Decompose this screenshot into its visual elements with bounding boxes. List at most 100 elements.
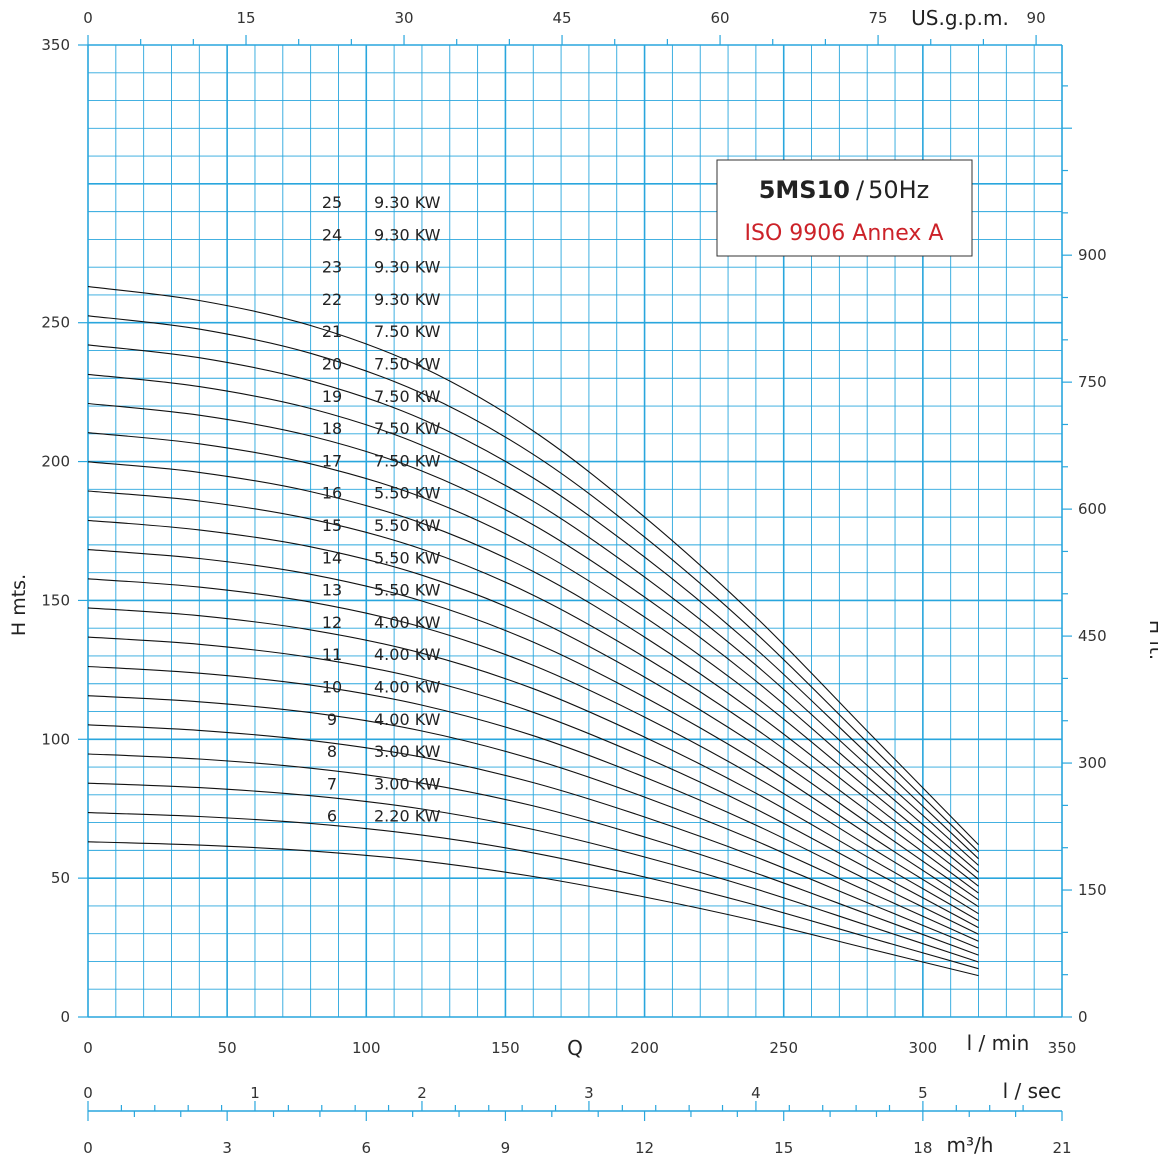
- curve-14-stages: [87, 607, 979, 922]
- gpm-tick-label: 90: [1027, 9, 1046, 27]
- head-m-tick-label: 0: [60, 1008, 70, 1026]
- curve-power-label: 7.50 KW: [374, 387, 441, 406]
- curve-power-label: 5.50 KW: [374, 484, 441, 503]
- m3h-tick-label: 21: [1052, 1139, 1071, 1157]
- curve-stage-label: 23: [322, 258, 342, 277]
- curve-stage-label: 22: [322, 290, 342, 309]
- curve-stage-label: 20: [322, 355, 342, 374]
- curve-power-label: 5.50 KW: [374, 516, 441, 535]
- curve-stage-label: 24: [322, 225, 342, 244]
- m3h-tick-label: 18: [913, 1139, 932, 1157]
- head-ft-tick-label: 750: [1078, 373, 1107, 391]
- curve-power-label: 9.30 KW: [374, 225, 441, 244]
- m3h-tick-label: 3: [222, 1139, 232, 1157]
- curve-stage-label: 15: [322, 516, 342, 535]
- curve-stage-label: 10: [322, 678, 342, 697]
- curve-16-stages: [87, 549, 979, 908]
- head-ft-tick-label: 450: [1078, 627, 1107, 645]
- gpm-unit-label: US.g.p.m.: [911, 6, 1009, 30]
- head-ft-tick-label: 300: [1078, 754, 1107, 772]
- lps-unit-label: l / sec: [1003, 1079, 1062, 1103]
- curve-6-stages: [87, 841, 979, 977]
- curve-12-stages: [87, 665, 979, 935]
- curve-19-stages: [87, 461, 979, 887]
- gpm-tick-label: 0: [83, 9, 93, 27]
- head-ft-tick-label: 0: [1078, 1008, 1088, 1026]
- curve-stage-label: 13: [322, 581, 342, 600]
- model-legend-box: [716, 159, 973, 257]
- gpm-tick-label: 45: [552, 9, 571, 27]
- head-m-tick-label: 350: [41, 36, 70, 54]
- curve-13-stages: [87, 636, 979, 929]
- model-separator: /: [856, 176, 865, 204]
- curve-stage-label: 12: [322, 613, 342, 632]
- head-ft-tick-label: 900: [1078, 246, 1107, 264]
- gpm-tick-label: 30: [394, 9, 413, 27]
- gpm-tick-label: 60: [711, 9, 730, 27]
- m3h-tick-label: 12: [635, 1139, 654, 1157]
- flow-axis-title: Q: [567, 1036, 583, 1060]
- curve-power-label: 4.00 KW: [374, 645, 441, 664]
- m3h-unit-label: m³/h: [947, 1133, 994, 1157]
- pump-curves: [87, 286, 979, 977]
- lps-tick-label: 4: [751, 1084, 761, 1102]
- curve-stage-label: 8: [327, 742, 337, 761]
- curve-labels: 25 9.30 KW 24 9.30 KW 23 9.30 KW 22 9.30 KW 21 7.…: [322, 193, 441, 826]
- head-m-tick-label: 50: [51, 869, 70, 887]
- curve-stage-label: 17: [322, 451, 342, 470]
- lpm-tick-label: 350: [1048, 1039, 1077, 1057]
- curve-power-label: 4.00 KW: [374, 710, 441, 729]
- curve-stage-label: 16: [322, 484, 342, 503]
- curve-8-stages: [87, 782, 979, 963]
- curve-stage-label: 14: [322, 548, 342, 567]
- curve-power-label: 9.30 KW: [374, 258, 441, 277]
- curve-9-stages: [87, 753, 979, 956]
- curve-power-label: 7.50 KW: [374, 419, 441, 438]
- head-m-tick-label: 150: [41, 591, 70, 609]
- curve-18-stages: [87, 490, 979, 894]
- curve-22-stages: [87, 373, 979, 866]
- curve-power-label: 5.50 KW: [374, 581, 441, 600]
- curve-stage-label: 18: [322, 419, 342, 438]
- lps-tick-label: 3: [584, 1084, 594, 1102]
- lpm-tick-label: 0: [83, 1039, 93, 1057]
- model-frequency: 50Hz: [868, 176, 929, 204]
- lps-tick-label: 1: [250, 1084, 260, 1102]
- curve-power-label: 4.00 KW: [374, 613, 441, 632]
- curve-21-stages: [87, 402, 979, 873]
- lpm-tick-label: 100: [352, 1039, 381, 1057]
- curve-power-label: 4.00 KW: [374, 678, 441, 697]
- curve-power-label: 9.30 KW: [374, 193, 441, 212]
- lps-tick-label: 0: [83, 1084, 93, 1102]
- curve-stage-label: 11: [322, 645, 342, 664]
- model-legend-title: 5MS10/50Hz: [759, 176, 930, 204]
- curve-stage-label: 7: [327, 774, 337, 793]
- head-m-tick-label: 100: [41, 730, 70, 748]
- curve-power-label: 7.50 KW: [374, 322, 441, 341]
- curve-10-stages: [87, 724, 979, 949]
- curve-stage-label: 6: [327, 807, 337, 826]
- gpm-tick-label: 15: [236, 9, 255, 27]
- curve-stage-label: 9: [327, 710, 337, 729]
- lpm-tick-label: 300: [909, 1039, 938, 1057]
- curve-power-label: 7.50 KW: [374, 355, 441, 374]
- curve-11-stages: [87, 695, 979, 942]
- curve-power-label: 2.20 KW: [374, 807, 441, 826]
- curve-stage-label: 25: [322, 193, 342, 212]
- curve-17-stages: [87, 519, 979, 901]
- curve-20-stages: [87, 432, 979, 880]
- curve-power-label: 7.50 KW: [374, 451, 441, 470]
- model-legend: 5MS10/50Hz ISO 9906 Annex A: [716, 159, 973, 257]
- curve-24-stages: [87, 315, 979, 853]
- right-axis-title: H ft.: [1145, 620, 1158, 660]
- lpm-tick-label: 50: [218, 1039, 237, 1057]
- curve-7-stages: [87, 812, 979, 970]
- m3h-tick-label: 15: [774, 1139, 793, 1157]
- m3h-tick-label: 9: [501, 1139, 511, 1157]
- head-m-tick-label: 200: [41, 453, 70, 471]
- head-ft-tick-label: 600: [1078, 500, 1107, 518]
- gpm-tick-label: 75: [869, 9, 888, 27]
- curve-stage-label: 21: [322, 322, 342, 341]
